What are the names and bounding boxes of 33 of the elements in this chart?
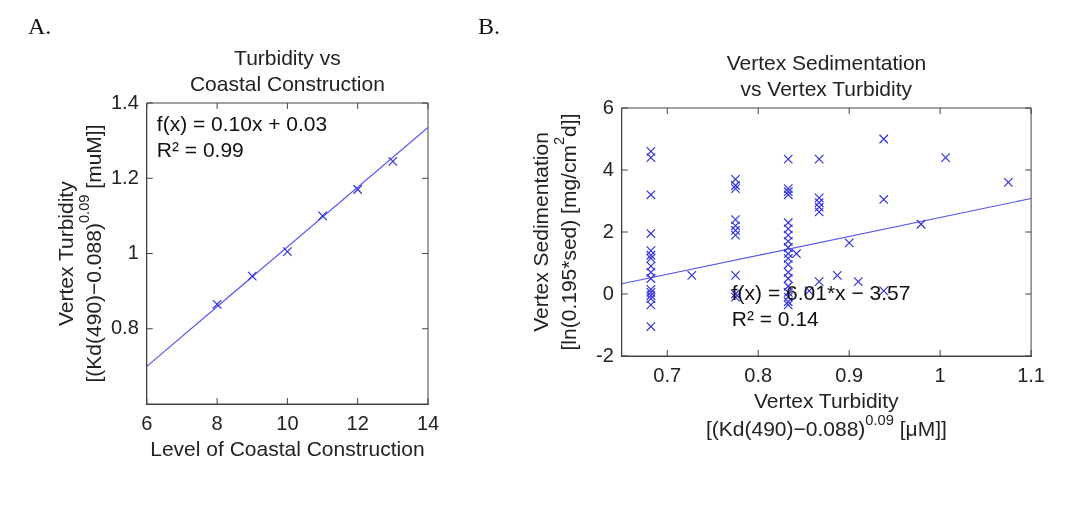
annotation: R² = 0.99 <box>156 137 244 161</box>
x-axis-title: Level of Coastal Construction <box>150 436 425 460</box>
annotation: R² = 0.14 <box>731 306 820 330</box>
y-tick-label: 0.8 <box>110 316 139 339</box>
point <box>388 156 398 167</box>
point <box>282 246 293 257</box>
x-tick-label: 12 <box>346 411 369 434</box>
x-tick-label: 1 <box>934 363 946 386</box>
point <box>317 211 328 221</box>
y-tick-label: 4 <box>602 157 614 180</box>
x-tick-label: 10 <box>276 411 299 434</box>
x-tick-label: 8 <box>211 411 223 434</box>
text: B. <box>478 13 501 40</box>
y-tick-label: 0 <box>602 281 614 304</box>
chart-title: Vertex Sedimentation vs Vertex Turbidity <box>726 50 927 100</box>
y-tick-label: 1.2 <box>110 165 139 188</box>
x-tick-label: 0.8 <box>744 363 773 386</box>
text: A. <box>28 13 52 40</box>
y-tick-label: -2 <box>595 343 614 366</box>
point <box>212 299 222 310</box>
point <box>247 271 258 281</box>
y-tick-label: 1.4 <box>110 90 139 113</box>
y-tick-label: 2 <box>602 219 614 242</box>
x-tick-label: 6 <box>141 411 153 434</box>
y-tick-label: 1 <box>127 241 139 264</box>
x-tick-label: 0.7 <box>653 363 682 386</box>
point <box>352 184 363 195</box>
x-tick-label: 0.9 <box>835 363 864 386</box>
chart-title: Turbidity vs Coastal Construction <box>189 45 385 95</box>
annotation: f(x) = 0.10x + 0.03 <box>156 111 328 135</box>
y-tick-label: 6 <box>602 95 614 118</box>
x-tick-label: 14 <box>416 411 440 434</box>
x-tick-label: 1.1 <box>1017 363 1045 386</box>
